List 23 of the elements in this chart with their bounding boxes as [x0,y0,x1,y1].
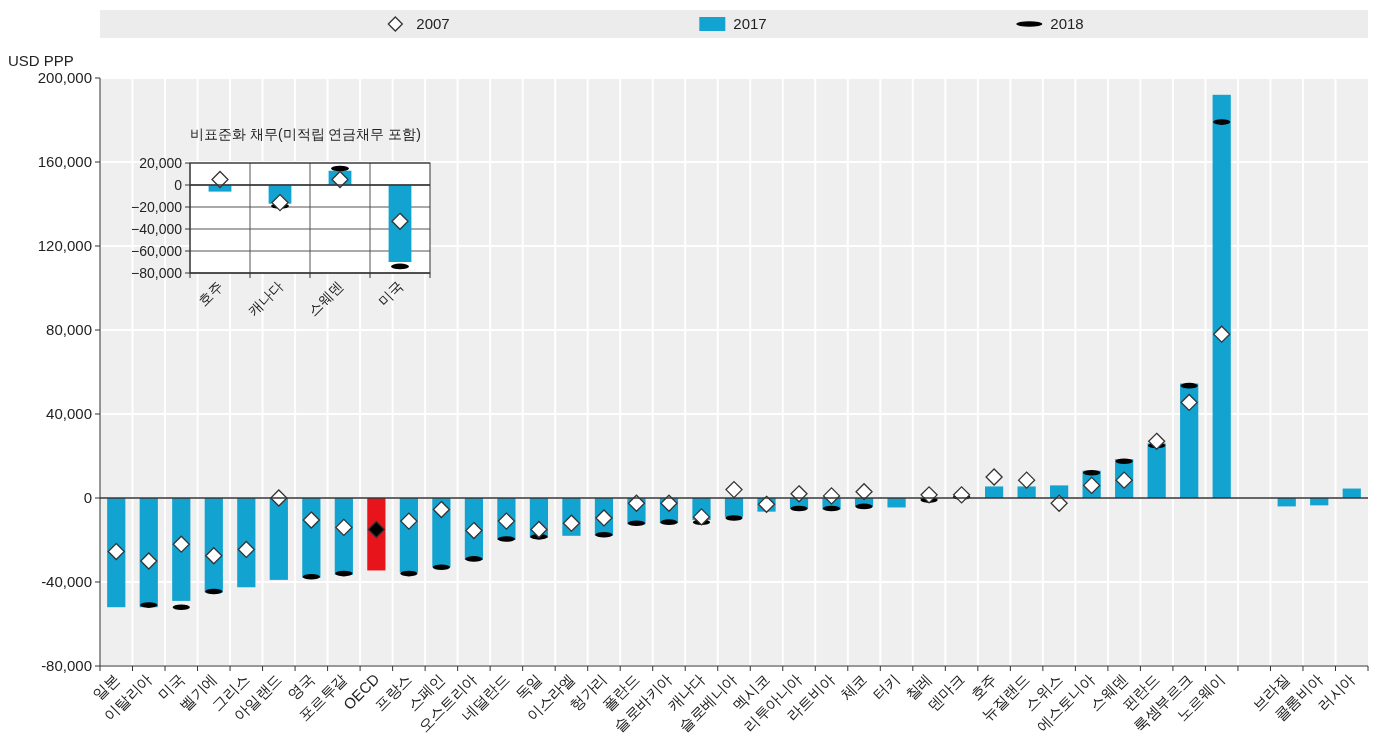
y-tick-label: 120,000 [37,237,92,255]
y-tick-label: −80,000 [131,264,183,281]
y-tick-label: 0 [174,176,183,193]
y-tick-label: -40,000 [41,573,92,591]
chart-title: 비표준화 채무(미적립 연금채무 포함) [190,126,421,142]
x-tick-label: 호주 [195,277,227,309]
y-tick-label: −60,000 [131,242,183,259]
y-axis-title: USD PPP [8,52,74,69]
y-tick-label: 20,000 [139,154,183,171]
legend-label: 2007 [416,15,450,32]
x-tick-label: 미국 [375,277,407,309]
legend-label: 2018 [1050,15,1084,32]
y-tick-label: 40,000 [46,405,92,423]
y-tick-label: −40,000 [131,220,183,237]
legend-label: 2017 [733,15,767,32]
y-tick-label: 80,000 [46,321,92,339]
x-tick-label: 터키 [869,670,903,704]
y-tick-label: 0 [83,489,92,507]
x-tick-label: 체코 [836,670,871,704]
y-tick-label: −20,000 [131,198,183,215]
y-tick-label: 160,000 [37,153,92,171]
y-tick-label: -80,000 [41,657,92,675]
y-tick-label: 200,000 [37,69,92,87]
